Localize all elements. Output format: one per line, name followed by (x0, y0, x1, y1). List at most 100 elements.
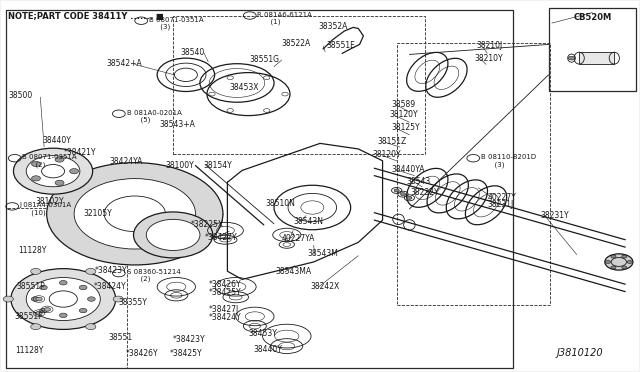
Text: 38231Y: 38231Y (540, 211, 569, 220)
Text: 11128Y: 11128Y (15, 346, 43, 355)
Circle shape (147, 219, 200, 250)
Text: J 081A4-0301A
     (10): J 081A4-0301A (10) (20, 202, 72, 216)
Text: 38551F: 38551F (15, 312, 44, 321)
Text: 38522A: 38522A (282, 39, 311, 48)
Circle shape (621, 255, 627, 258)
Text: *38423Y: *38423Y (95, 266, 128, 275)
Text: 38510N: 38510N (266, 199, 296, 208)
Text: 38242X: 38242X (310, 282, 340, 291)
Circle shape (407, 196, 412, 199)
Text: 38231J: 38231J (487, 200, 513, 209)
Text: 38543M: 38543M (307, 249, 338, 258)
Text: 38551G: 38551G (250, 55, 280, 64)
Circle shape (401, 193, 406, 196)
Circle shape (134, 212, 212, 258)
Text: 38543N: 38543N (293, 217, 323, 226)
Circle shape (31, 161, 40, 167)
Circle shape (611, 255, 616, 258)
Bar (548, 8, 636, 92)
Circle shape (40, 308, 47, 313)
Text: 38210J: 38210J (476, 41, 502, 51)
Circle shape (11, 269, 116, 330)
Text: CB520M: CB520M (573, 13, 611, 22)
Text: 38125Y: 38125Y (392, 123, 420, 132)
Circle shape (3, 296, 13, 302)
Circle shape (47, 163, 223, 265)
Circle shape (611, 266, 616, 269)
Text: 32105Y: 32105Y (84, 209, 113, 218)
Circle shape (55, 180, 64, 185)
Circle shape (568, 56, 575, 60)
Text: R 081A6-6121A
      (1): R 081A6-6121A (1) (257, 12, 312, 25)
Text: 38151Z: 38151Z (378, 137, 407, 146)
Circle shape (70, 169, 79, 174)
Text: 38424YA: 38424YA (109, 157, 143, 166)
Text: *38424Y: *38424Y (208, 313, 241, 322)
Bar (6, 208, 127, 368)
Text: 40227Y: 40227Y (487, 193, 516, 202)
Circle shape (627, 260, 632, 263)
Circle shape (55, 157, 64, 162)
Text: *38225X: *38225X (191, 221, 224, 230)
Text: 38440Y: 38440Y (253, 345, 282, 354)
Text: 38100Y: 38100Y (166, 161, 194, 170)
Text: 38120Y: 38120Y (372, 150, 401, 159)
Circle shape (40, 285, 47, 290)
Circle shape (605, 260, 611, 263)
Text: *38423Y: *38423Y (173, 335, 205, 344)
Circle shape (44, 308, 51, 311)
Text: 38154Y: 38154Y (204, 161, 232, 170)
Circle shape (36, 311, 42, 315)
Text: 38352A: 38352A (318, 22, 348, 31)
Bar (6, 10, 513, 368)
Text: 40227YA: 40227YA (282, 234, 315, 243)
Text: 38540: 38540 (180, 48, 205, 57)
Text: 38210Y: 38210Y (474, 54, 503, 62)
Text: B 08071-0351A
     (3): B 08071-0351A (3) (149, 17, 204, 31)
Text: 38543+A: 38543+A (159, 121, 195, 129)
Circle shape (13, 148, 93, 194)
Circle shape (621, 266, 627, 269)
Text: B 08071-0351A
      (2): B 08071-0351A (2) (22, 154, 77, 167)
Circle shape (36, 297, 42, 301)
Circle shape (79, 285, 87, 290)
Text: 38543: 38543 (406, 177, 431, 186)
Text: *38425Y: *38425Y (208, 288, 241, 297)
Bar (397, 43, 550, 305)
Text: S 08360-51214
      (2): S 08360-51214 (2) (127, 269, 180, 282)
Text: *38426Y: *38426Y (208, 280, 241, 289)
Circle shape (79, 308, 87, 313)
Text: 38453Y: 38453Y (248, 329, 277, 338)
Text: 38542+A: 38542+A (106, 59, 142, 68)
Text: *38421Y: *38421Y (63, 148, 96, 157)
Text: J3810120: J3810120 (556, 348, 603, 358)
Text: 38355Y: 38355Y (119, 298, 148, 307)
Text: *38425Y: *38425Y (170, 349, 202, 358)
Text: NOTE;PART CODE 38411Y ....... ■: NOTE;PART CODE 38411Y ....... ■ (8, 12, 164, 21)
Circle shape (394, 189, 399, 192)
Text: 38232Y: 38232Y (411, 188, 439, 197)
Text: 38120Y: 38120Y (389, 110, 417, 119)
Circle shape (86, 269, 96, 275)
Circle shape (60, 280, 67, 285)
Circle shape (86, 324, 96, 330)
Text: B 08110-8201D
      (3): B 08110-8201D (3) (481, 154, 536, 167)
Circle shape (605, 254, 633, 270)
Text: *38426Y: *38426Y (125, 349, 158, 358)
Circle shape (26, 155, 80, 187)
Text: *38427J: *38427J (208, 305, 239, 314)
Text: B 081A0-0201A
      (5): B 081A0-0201A (5) (127, 110, 181, 123)
Text: 38453X: 38453X (229, 83, 259, 92)
Text: 38102Y: 38102Y (36, 197, 65, 206)
Circle shape (31, 324, 41, 330)
Text: 38551: 38551 (108, 333, 132, 342)
Text: 11128Y: 11128Y (19, 246, 47, 255)
Bar (173, 16, 426, 154)
Circle shape (31, 269, 41, 275)
Text: 38551E: 38551E (326, 41, 355, 50)
Text: 38440Y: 38440Y (42, 136, 71, 145)
Text: *38427Y: *38427Y (205, 232, 237, 242)
Text: 38440YA: 38440YA (392, 165, 425, 174)
Circle shape (88, 297, 95, 301)
Circle shape (31, 176, 40, 181)
